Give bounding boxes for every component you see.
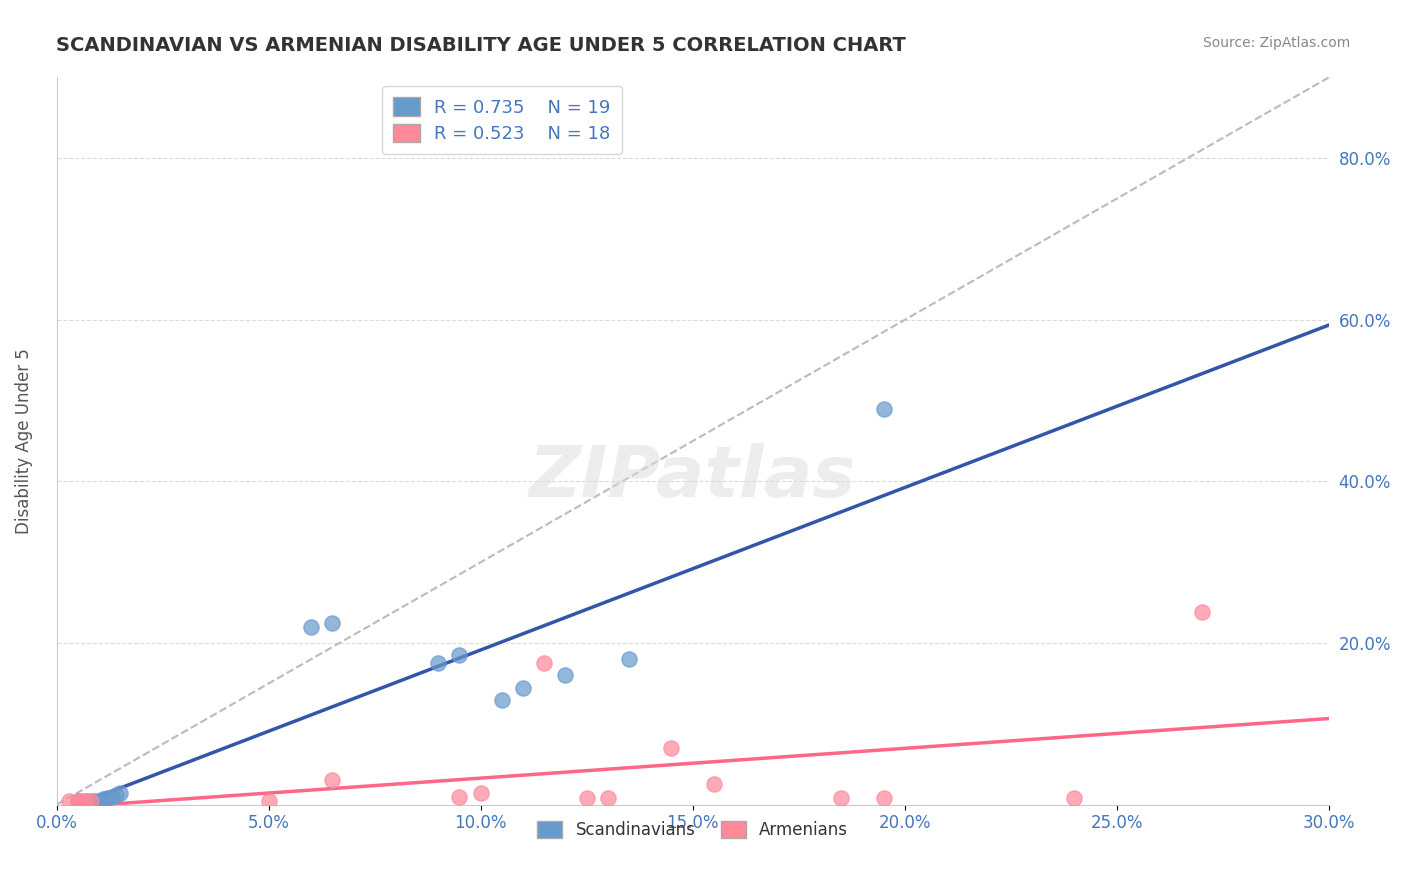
Point — [1063, 791, 1085, 805]
Point — [104, 788, 127, 802]
Point — [66, 794, 89, 808]
Point — [96, 791, 118, 805]
Point — [533, 657, 555, 671]
Y-axis label: Disability Age Under 5: Disability Age Under 5 — [15, 348, 32, 534]
Point — [58, 794, 80, 808]
Point — [75, 794, 97, 808]
Point — [321, 615, 343, 630]
Point — [70, 794, 93, 808]
Point — [79, 794, 101, 808]
Point — [872, 401, 894, 416]
Point — [79, 794, 101, 808]
Point — [491, 692, 513, 706]
Point — [427, 657, 450, 671]
Point — [91, 792, 114, 806]
Point — [66, 794, 89, 808]
Text: ZIPatlas: ZIPatlas — [529, 443, 856, 512]
Point — [299, 620, 322, 634]
Point — [75, 794, 97, 808]
Point — [110, 786, 132, 800]
Point — [83, 794, 105, 808]
Point — [617, 652, 640, 666]
Point — [87, 794, 110, 808]
Point — [512, 681, 534, 695]
Legend: R = 0.735    N = 19, R = 0.523    N = 18: R = 0.735 N = 19, R = 0.523 N = 18 — [382, 87, 621, 154]
Text: Source: ZipAtlas.com: Source: ZipAtlas.com — [1202, 36, 1350, 50]
Point — [575, 791, 598, 805]
Point — [703, 777, 725, 791]
Point — [596, 791, 619, 805]
Point — [449, 648, 471, 663]
Point — [470, 786, 492, 800]
Point — [449, 789, 471, 804]
Point — [257, 794, 280, 808]
Point — [661, 741, 683, 756]
Point — [321, 773, 343, 788]
Point — [830, 791, 852, 805]
Point — [1191, 606, 1213, 620]
Point — [100, 789, 122, 804]
Point — [872, 791, 894, 805]
Point — [554, 668, 576, 682]
Text: SCANDINAVIAN VS ARMENIAN DISABILITY AGE UNDER 5 CORRELATION CHART: SCANDINAVIAN VS ARMENIAN DISABILITY AGE … — [56, 36, 905, 54]
